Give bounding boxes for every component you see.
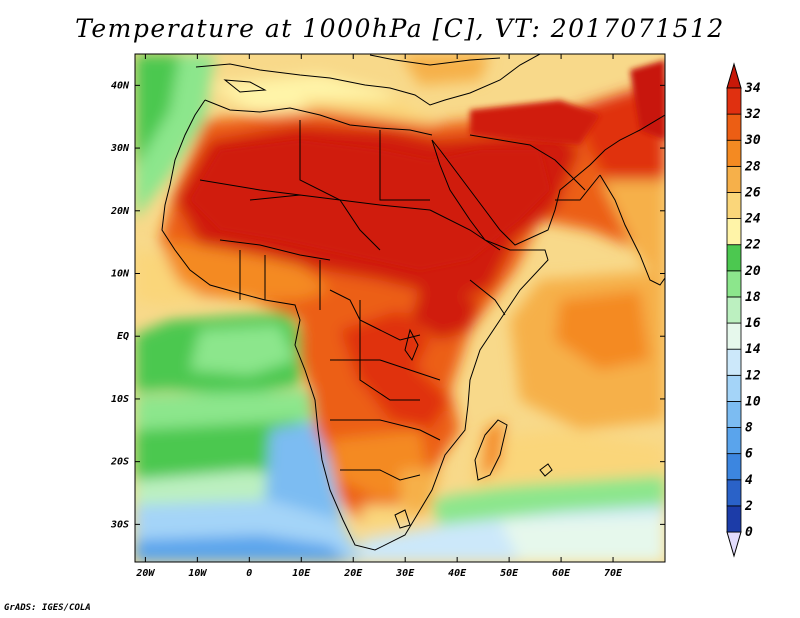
colorbar-box — [726, 427, 742, 455]
colorbar-level-label: 18 — [745, 290, 761, 305]
colorbar-box — [726, 113, 742, 141]
lon-tick-label: 70E — [604, 568, 623, 579]
colorbar-level-label: 10 — [745, 394, 761, 409]
colorbar-level-label: 16 — [745, 316, 761, 331]
lat-tick-label: 20N — [110, 206, 130, 217]
colorbar-box — [726, 165, 742, 193]
colorbar-box — [726, 192, 742, 219]
colorbar-level-label: 28 — [744, 159, 761, 174]
lat-tick-label: 20S — [110, 457, 129, 468]
lat-tick-label: 30N — [110, 143, 130, 154]
colorbar-level-label: 22 — [744, 238, 761, 253]
colorbar-box — [726, 296, 742, 324]
lat-tick-label: 40N — [111, 80, 130, 91]
lat-tick-label: EQ — [117, 331, 129, 342]
lon-tick-label: 20E — [343, 568, 363, 579]
colorbar-box — [726, 244, 742, 272]
lon-tick-label: 30E — [395, 568, 415, 579]
lon-tick-label: 0 — [246, 568, 252, 579]
colorbar-over-triangle — [726, 62, 742, 89]
lat-tick-label: 30S — [110, 519, 129, 530]
colorbar-box — [726, 479, 742, 507]
lon-tick-label: 20W — [135, 568, 155, 579]
colorbar-box — [726, 87, 742, 115]
colorbar-box — [726, 270, 742, 298]
lon-tick-label: 10E — [292, 568, 311, 579]
coastlines — [161, 54, 665, 551]
colorbar-level-label: 14 — [745, 342, 761, 357]
map-title: Temperature at 1000hPa [C], VT: 20170715… — [75, 14, 725, 43]
colorbar-level-label: 6 — [745, 447, 753, 462]
colorbar-level-label: 30 — [744, 133, 761, 148]
colorbar-box — [726, 322, 742, 350]
lat-tick-label: 10N — [111, 269, 130, 280]
lon-tick-label: 10W — [188, 568, 207, 579]
colorbar-level-label: 12 — [745, 368, 761, 383]
colorbar-box — [726, 218, 742, 246]
colorbar-level-label: 26 — [744, 185, 761, 200]
colorbar-box — [726, 374, 742, 402]
colorbar-level-label: 34 — [744, 81, 761, 96]
colorbar-box — [726, 139, 742, 167]
colorbar-level-label: 8 — [745, 421, 753, 436]
axis-ticks: 20W 10W 0 10E 20E 30E 40E 50E 60E 70E 40N 30N 20N 10N… — [110, 54, 665, 579]
map-frame — [134, 53, 666, 563]
colorbar-box — [726, 348, 742, 376]
lon-tick-label: 60E — [552, 568, 571, 579]
lon-tick-label: 50E — [500, 568, 519, 579]
colorbar-under-triangle — [726, 531, 742, 558]
credit-label: GrADS: IGES/COLA — [4, 603, 91, 613]
colorbar-level-label: 20 — [744, 264, 761, 279]
colorbar-level-label: 2 — [744, 499, 753, 514]
colorbar-box — [726, 453, 742, 481]
temperature-field — [135, 54, 665, 562]
lon-tick-label: 40E — [448, 568, 467, 579]
colorbar-level-label: 4 — [745, 473, 753, 488]
lat-tick-label: 10S — [111, 394, 129, 405]
colorbar-level-label: 24 — [744, 212, 761, 227]
colorbar-level-label: 32 — [744, 107, 761, 122]
colorbar-level-label: 0 — [745, 525, 753, 540]
colorbar-box — [726, 505, 742, 533]
colorbar-box — [726, 401, 742, 428]
